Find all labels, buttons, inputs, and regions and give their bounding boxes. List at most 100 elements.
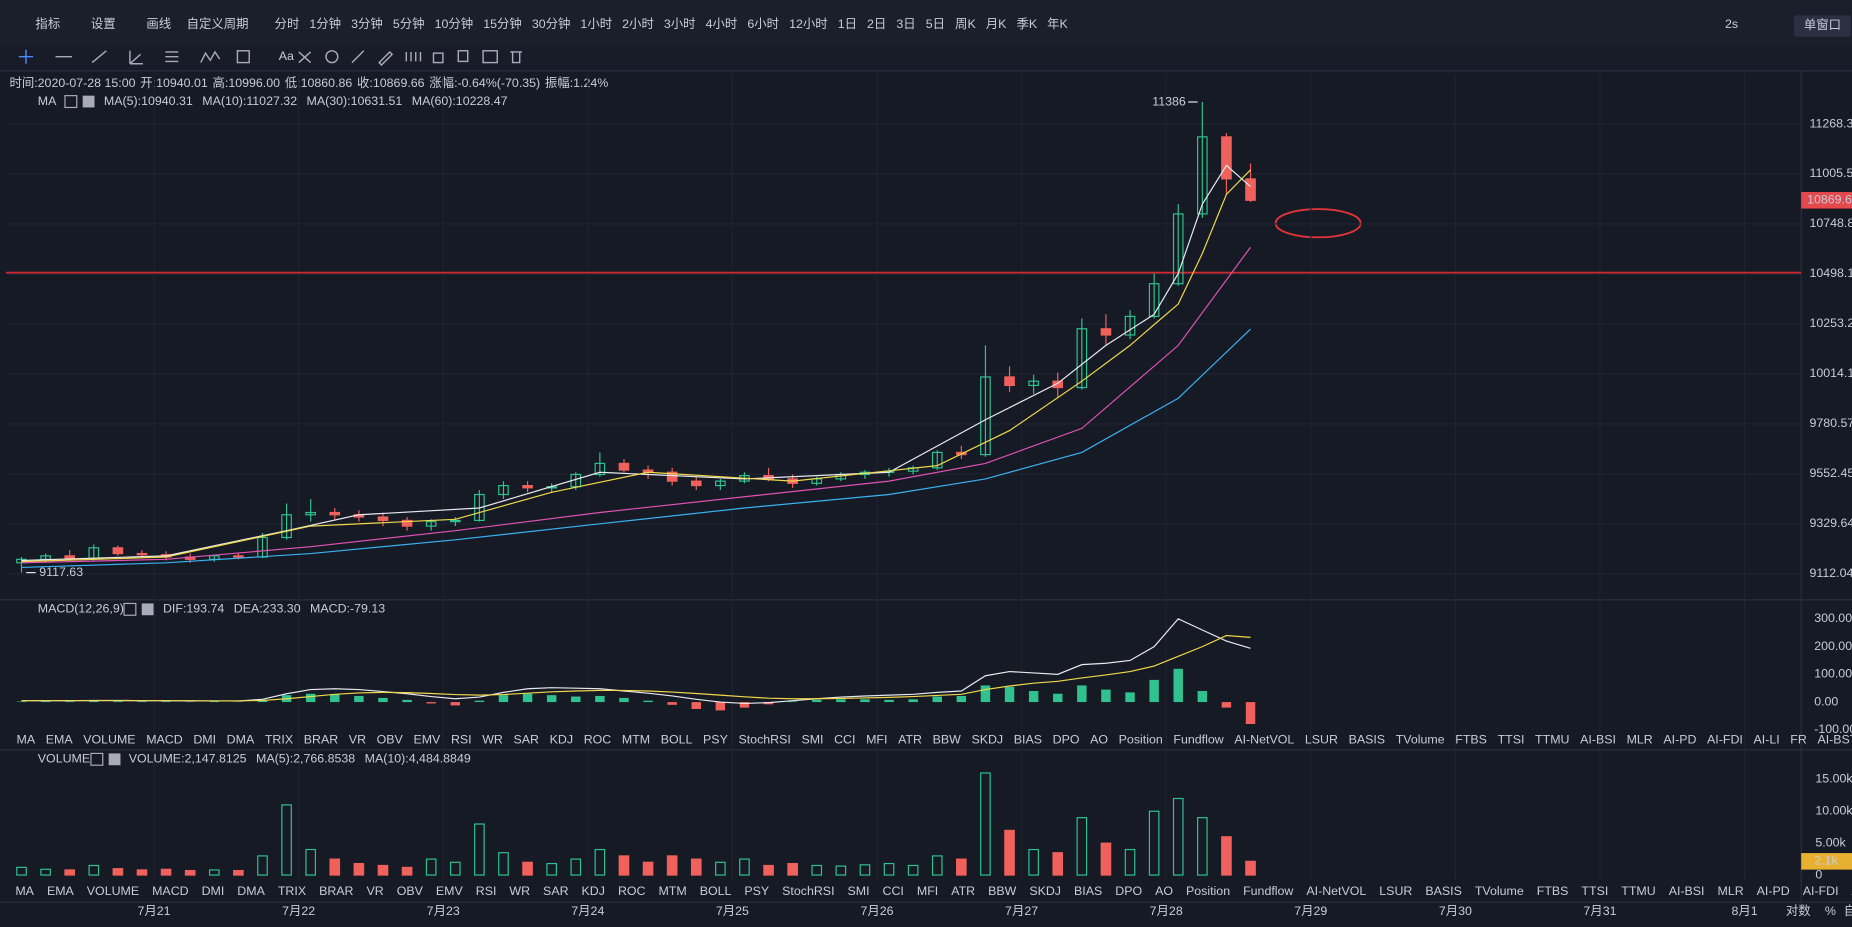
text-tool[interactable]: Aa: [279, 49, 294, 63]
settings-icon[interactable]: [123, 602, 137, 616]
indicator-tab[interactable]: DMI: [202, 884, 225, 898]
indicator-tab[interactable]: MACD: [146, 733, 183, 747]
indicator-tab[interactable]: EMA: [46, 733, 74, 747]
close-icon[interactable]: [82, 95, 95, 108]
indicator-tab[interactable]: EMV: [413, 733, 441, 747]
indicator-tab[interactable]: KDJ: [582, 884, 605, 898]
indicator-tab[interactable]: EMV: [436, 884, 464, 898]
indicator-tab[interactable]: PSY: [703, 733, 728, 747]
period-button[interactable]: 3小时: [664, 17, 696, 31]
period-button[interactable]: 2小时: [622, 17, 654, 31]
trash-icon[interactable]: [510, 51, 523, 64]
indicator-tab[interactable]: MFI: [917, 884, 938, 898]
indicator-tab[interactable]: AO: [1155, 884, 1173, 898]
indicator-tab[interactable]: BBW: [933, 733, 962, 747]
settings-icon[interactable]: [64, 95, 78, 109]
indicator-tab[interactable]: VR: [349, 733, 366, 747]
indicator-tab[interactable]: DMI: [193, 733, 216, 747]
indicator-tab[interactable]: BRAR: [319, 884, 353, 898]
indicator-tab[interactable]: MTM: [622, 733, 650, 747]
indicator-tab[interactable]: BOLL: [661, 733, 693, 747]
indicator-tab[interactable]: ATR: [898, 733, 922, 747]
indicator-tab[interactable]: ROC: [618, 884, 646, 898]
indicator-tab[interactable]: AI-FDI: [1803, 884, 1839, 898]
indicator-tab[interactable]: KDJ: [550, 733, 573, 747]
indicator-tab[interactable]: VR: [367, 884, 384, 898]
copy-icon[interactable]: [457, 50, 469, 63]
indicator-tab[interactable]: FTBS: [1537, 884, 1569, 898]
period-button[interactable]: 1日: [838, 17, 857, 31]
indicator-tab[interactable]: TVolume: [1396, 733, 1445, 747]
indicator-tab[interactable]: SMI: [848, 884, 870, 898]
indicator-tab[interactable]: MA: [15, 884, 34, 898]
shape-icon[interactable]: [236, 50, 250, 64]
indicator-tab[interactable]: BASIS: [1349, 733, 1386, 747]
indicator-tab[interactable]: AI-PD: [1757, 884, 1790, 898]
indicator-tab[interactable]: LSUR: [1305, 733, 1338, 747]
period-button[interactable]: 12小时: [789, 17, 828, 31]
indicator-tab[interactable]: SAR: [514, 733, 540, 747]
indicator-tab[interactable]: VOLUME: [83, 733, 135, 747]
indicator-tab[interactable]: WR: [509, 884, 530, 898]
indicator-tab[interactable]: RSI: [476, 884, 497, 898]
indicator-tab[interactable]: Position: [1119, 733, 1163, 747]
indicator-tab[interactable]: PSY: [744, 884, 769, 898]
period-button[interactable]: 1分钟: [309, 16, 341, 31]
period-button[interactable]: 30分钟: [532, 16, 571, 31]
indicator-tab[interactable]: OBV: [397, 884, 424, 898]
period-button[interactable]: 月K: [986, 17, 1007, 31]
indicator-tab[interactable]: TTMU: [1535, 733, 1569, 747]
indicator-tab[interactable]: EMA: [47, 884, 75, 898]
fib-icon[interactable]: [405, 51, 422, 62]
settings-icon[interactable]: [90, 752, 104, 766]
indicator-tab[interactable]: MACD: [152, 884, 189, 898]
indicator-tab[interactable]: DMA: [227, 733, 255, 747]
indicator-tab[interactable]: AI-BST: [1817, 733, 1852, 747]
indicator-tab[interactable]: BIAS: [1014, 733, 1042, 747]
period-button[interactable]: 分时: [275, 17, 300, 31]
indicator-tab[interactable]: StochRSI: [782, 884, 834, 898]
indicator-tab[interactable]: CCI: [883, 884, 904, 898]
indicator-tab[interactable]: MLR: [1627, 733, 1653, 747]
circle-icon[interactable]: [325, 50, 339, 64]
indicator-tab[interactable]: AI-LI: [1753, 733, 1779, 747]
indicator-tab[interactable]: SMI: [801, 733, 823, 747]
indicator-tab[interactable]: AO: [1090, 733, 1108, 747]
indicator-tab[interactable]: TRIX: [265, 733, 293, 747]
window-button-bg[interactable]: [1794, 15, 1851, 37]
pen-icon[interactable]: [378, 50, 394, 66]
period-button[interactable]: 4小时: [706, 17, 738, 31]
period-button[interactable]: 年K: [1047, 17, 1068, 31]
indicator-tab[interactable]: SAR: [543, 884, 569, 898]
indicator-tab[interactable]: OBV: [377, 733, 404, 747]
indicator-tab[interactable]: RSI: [451, 733, 472, 747]
indicator-tab[interactable]: SKDJ: [971, 733, 1003, 747]
window-button[interactable]: 单窗口: [1804, 18, 1841, 32]
indicator-tab[interactable]: BBW: [988, 884, 1017, 898]
indicator-tab[interactable]: BASIS: [1425, 884, 1462, 898]
axis-option[interactable]: %: [1825, 904, 1836, 918]
period-button[interactable]: 6小时: [747, 17, 779, 31]
wave-icon[interactable]: [200, 50, 221, 63]
indicator-tab[interactable]: AI-NetVOL: [1234, 733, 1294, 747]
indicator-tab[interactable]: TTSI: [1498, 733, 1525, 747]
period-button[interactable]: 季K: [1016, 17, 1037, 31]
channel-icon[interactable]: [165, 51, 179, 63]
indicator-tab[interactable]: TVolume: [1475, 884, 1524, 898]
period-button[interactable]: 1小时: [580, 17, 612, 31]
period-button[interactable]: 3日: [896, 17, 915, 31]
indicator-tab[interactable]: LSUR: [1379, 884, 1412, 898]
axis-option[interactable]: 对数: [1786, 903, 1811, 918]
indicator-tab[interactable]: MTM: [658, 884, 686, 898]
indicator-tab[interactable]: DMA: [237, 884, 265, 898]
pattern-icon[interactable]: [298, 51, 312, 64]
indicator-tab[interactable]: WR: [482, 733, 503, 747]
period-button[interactable]: 10分钟: [435, 16, 474, 31]
period-button[interactable]: 周K: [955, 17, 976, 31]
indicator-tab[interactable]: AI-NetVOL: [1306, 884, 1366, 898]
indicator-tab[interactable]: SKDJ: [1029, 884, 1061, 898]
lock-icon[interactable]: [432, 52, 444, 64]
period-button[interactable]: 2日: [867, 17, 886, 31]
indicator-tab[interactable]: ATR: [951, 884, 975, 898]
toolbar-button[interactable]: 指标: [35, 16, 60, 31]
